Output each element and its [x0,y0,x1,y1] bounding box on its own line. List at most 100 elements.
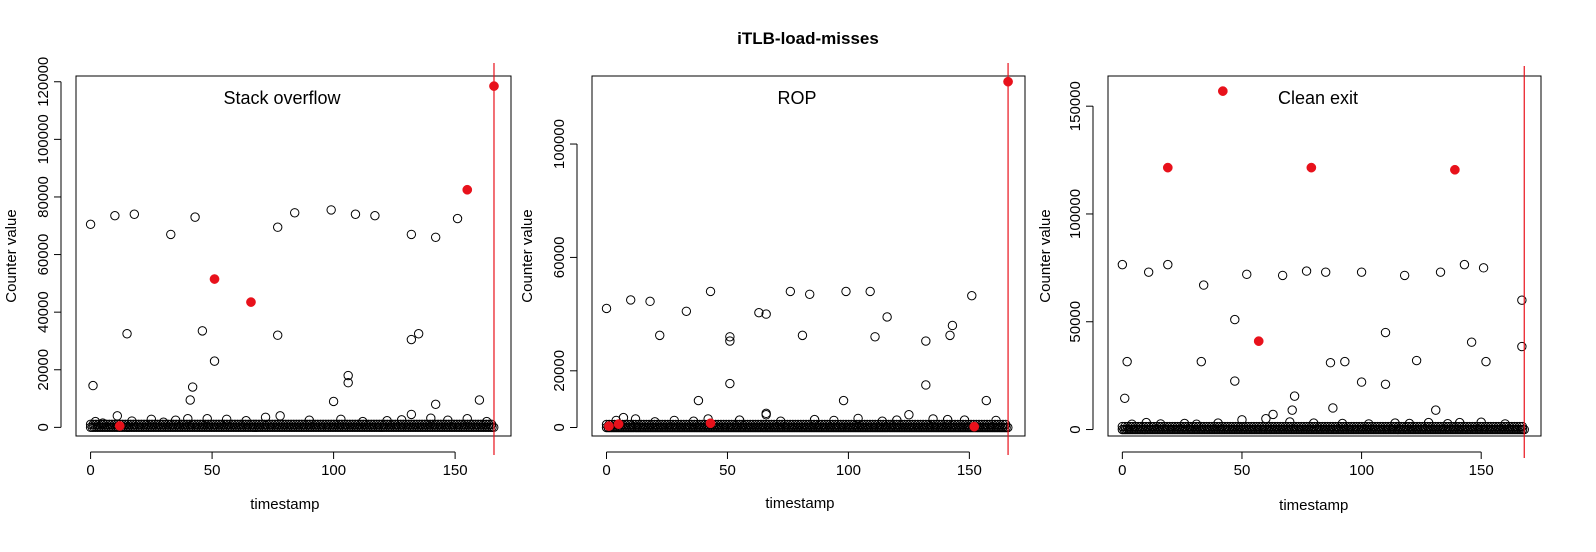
data-points [1117,259,1529,435]
plot-panel-1: Stack overflow 0 50 100 150 timestamp 0 20000 40… [3,57,512,513]
low-point [304,415,314,425]
outlier-point [1242,269,1252,280]
baseline-point [1422,421,1433,432]
baseline-point [1196,421,1206,432]
x-tick-label: 0 [602,462,610,479]
y-tick-label: 80000 [35,176,52,218]
low-point [959,415,970,425]
low-point [877,416,887,426]
baseline-point [1441,421,1451,432]
low-point [1268,409,1278,420]
highlight-point [489,81,499,91]
baseline-point [1491,421,1501,432]
outlier-point [645,296,655,307]
baseline-point [1230,421,1241,432]
low-point [241,416,251,426]
low-point [1423,417,1434,428]
outlier-point [1325,358,1336,368]
x-tick-label: 150 [1469,462,1494,479]
baseline-point [1430,421,1441,432]
baseline-point [1291,421,1301,432]
low-point [1179,418,1190,429]
outlier-point [725,332,735,342]
outlier-point [1328,403,1338,413]
outlier-point [1380,379,1391,389]
low-point [775,416,786,426]
highlight-point [613,419,624,429]
baseline-point [1483,421,1493,432]
low-point [462,414,472,424]
baseline-point [1283,421,1293,432]
highlight-point [114,421,125,431]
baseline-point [1275,421,1285,432]
low-point [734,415,745,425]
baseline-point [1201,421,1212,432]
outlier-point [290,208,300,218]
outlier-point [129,209,140,219]
outlier-point [725,336,735,346]
baseline-point [1486,421,1496,432]
baseline-point [1154,421,1164,432]
low-point [1443,419,1453,429]
outlier-point [1230,376,1240,386]
y-tick-label: 20000 [551,350,568,392]
baseline-point [1186,421,1196,432]
outlier-point [841,286,851,297]
plot-frame [591,75,1026,437]
y-tick-label: 40000 [35,291,52,333]
outlier-point [785,286,796,297]
x-tick-label: 100 [321,462,346,479]
y-tick-label: 100000 [35,114,52,164]
outlier-point [838,395,849,406]
y-tick-label: 100000 [1067,189,1084,239]
low-point [112,411,123,421]
outlier-point [1466,337,1477,347]
baseline-point [1378,421,1388,432]
outlier-point [761,309,771,319]
baseline-point [1399,421,1409,432]
baseline-point [1278,421,1288,432]
baseline-point [1470,421,1480,432]
outlier-point [1320,267,1331,277]
baseline-point [1465,421,1475,432]
baseline-point [1209,421,1220,432]
outlier-point [1356,267,1367,277]
outlier-point [1163,259,1173,270]
outlier-point [967,290,977,301]
panel-title: Clean exit [1278,88,1358,108]
x-axis-label: timestamp [1279,497,1348,514]
low-point [892,415,902,425]
outlier-point [1356,377,1367,387]
y-tick-label: 60000 [35,234,52,276]
outlier-point [1198,280,1209,290]
y-tick-label: 50000 [1067,301,1084,343]
low-point [202,414,212,424]
baseline-point [1317,421,1328,432]
highlight-point [604,421,614,431]
x-tick-label: 50 [1234,462,1251,479]
baseline-point [1409,421,1420,432]
y-tick-label: 150000 [1067,81,1084,131]
baseline-point [1517,421,1528,432]
low-point [688,416,699,426]
figure-title: iTLB-load-misses [737,29,879,48]
baseline-point [1254,421,1264,432]
outlier-point [122,329,132,339]
outlier-point [655,330,665,341]
x-tick-label: 50 [719,462,736,479]
y-tick-label: 0 [35,423,52,431]
outlier-point [273,222,283,232]
plot-panel-2: ROP 0 50 100 150 timestamp 0 20000 60000 100000 Co… [519,63,1026,512]
outlier-point [1340,356,1350,367]
baseline-point [1372,421,1383,432]
low-point [158,417,169,427]
low-point [669,415,679,426]
outlier-point [343,370,353,381]
low-point [382,416,392,426]
outlier-point [1380,327,1391,338]
outlier-point [370,210,380,221]
baseline-point [1475,421,1485,432]
baseline-point [1222,421,1233,432]
outlier-point [805,289,815,299]
